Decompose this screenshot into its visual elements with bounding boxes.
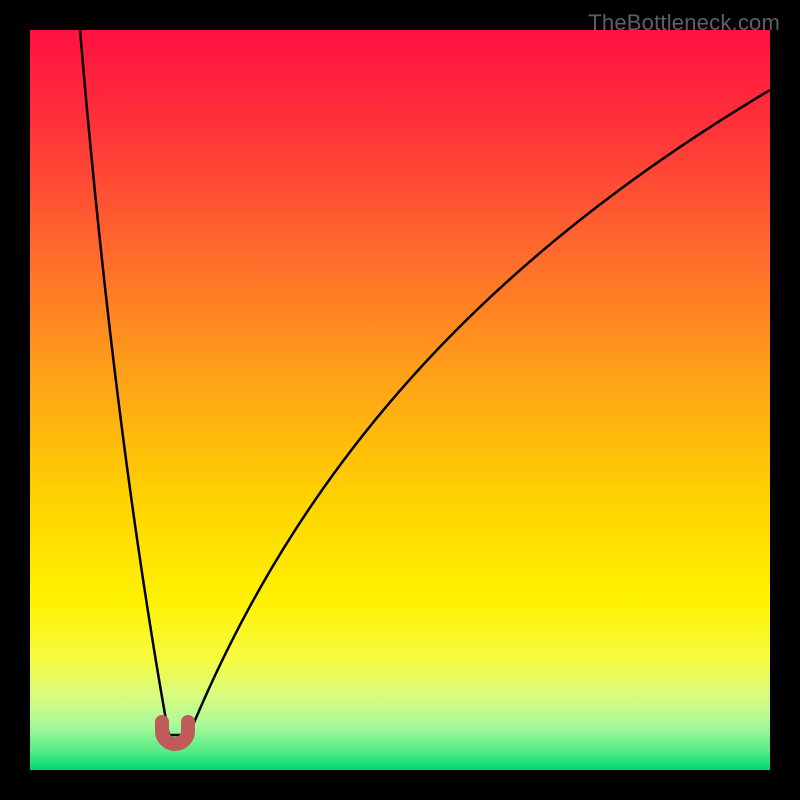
chart-stage: TheBottleneck.com [0,0,800,800]
chart-svg [0,0,800,800]
gradient-plot-area [30,30,770,770]
watermark-text: TheBottleneck.com [588,10,780,36]
